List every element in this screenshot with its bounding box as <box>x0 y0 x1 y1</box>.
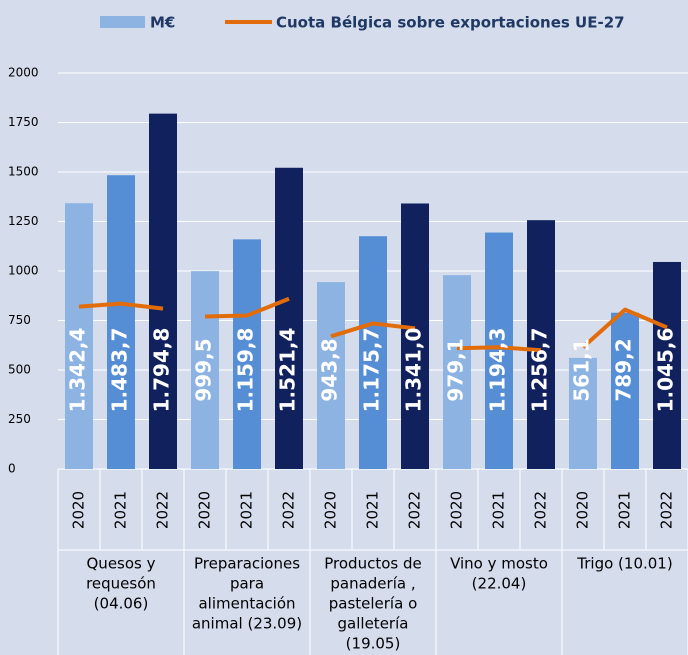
bar <box>191 271 219 469</box>
bar <box>107 175 135 469</box>
data-label: 1.256,7 <box>528 328 552 413</box>
data-label: 1.045,6 <box>654 328 678 413</box>
bar <box>275 167 303 469</box>
bar <box>317 282 345 469</box>
bar <box>527 220 555 469</box>
line <box>581 307 668 349</box>
line <box>78 301 164 311</box>
bar <box>653 261 681 469</box>
data-label: 1.342,4 <box>66 328 90 413</box>
x-tick-label: 2020 <box>448 491 466 529</box>
bar <box>569 357 597 469</box>
y-tick-label: 0 <box>8 462 16 476</box>
data-label: 789,2 <box>612 338 636 401</box>
x-tick-label: 2020 <box>322 491 340 529</box>
group-label: animal (23.09) <box>192 615 302 633</box>
data-label: 561,1 <box>570 338 594 401</box>
data-label: 999,5 <box>192 338 216 401</box>
y-tick-label: 250 <box>8 412 31 426</box>
y-tick-label: 1500 <box>8 165 39 179</box>
data-label: 943,8 <box>318 338 342 401</box>
data-label: 979,1 <box>444 338 468 401</box>
data-label: 1.794,8 <box>150 328 174 413</box>
y-tick-label: 750 <box>8 313 31 327</box>
data-label: 1.159,8 <box>234 328 258 413</box>
group-label: Preparaciones <box>194 555 300 573</box>
group-label: Trigo (10.01) <box>576 555 672 573</box>
x-tick-label: 2022 <box>658 491 676 529</box>
group-label: para <box>230 575 264 593</box>
group-label: (22.04) <box>472 575 527 593</box>
x-tick-label: 2021 <box>490 491 508 529</box>
y-tick-label: 1250 <box>8 214 39 228</box>
y-tick-label: 1000 <box>8 264 39 278</box>
bar <box>359 236 387 469</box>
group-label: galletería <box>338 615 409 633</box>
data-label: 1.175,7 <box>360 328 384 413</box>
bar <box>401 203 429 469</box>
x-tick-label: 2022 <box>280 491 298 529</box>
legend-label: M€ <box>150 14 175 32</box>
x-tick-label: 2020 <box>574 491 592 529</box>
x-tick-label: 2021 <box>112 491 130 529</box>
x-tick-label: 2020 <box>196 491 214 529</box>
line <box>204 296 290 319</box>
bar <box>611 312 639 469</box>
group-label: (19.05) <box>346 635 401 653</box>
x-tick-label: 2022 <box>532 491 550 529</box>
data-label: 1.483,7 <box>108 328 132 413</box>
x-tick-label: 2021 <box>616 491 634 529</box>
group-label: requesón <box>86 575 156 593</box>
group-label: Quesos y <box>87 555 156 573</box>
group-label: alimentación <box>198 595 295 613</box>
legend-swatch <box>100 16 145 28</box>
line <box>456 345 542 353</box>
group-label: Vino y mosto <box>450 555 548 573</box>
data-label: 1.341,0 <box>402 328 426 413</box>
y-tick-label: 500 <box>8 363 31 377</box>
group-label: panadería , <box>330 575 415 593</box>
bar <box>233 239 261 469</box>
x-tick-label: 2022 <box>154 491 172 529</box>
y-tick-label: 2000 <box>8 66 39 80</box>
x-tick-label: 2021 <box>364 491 382 529</box>
bar <box>485 232 513 469</box>
legend-label: Cuota Bélgica sobre exportaciones UE-27 <box>276 14 625 32</box>
x-tick-label: 2022 <box>406 491 424 529</box>
y-tick-label: 1750 <box>8 115 39 129</box>
x-tick-label: 2020 <box>70 491 88 529</box>
data-label: 1.521,4 <box>276 328 300 413</box>
x-tick-label: 2021 <box>238 491 256 529</box>
bar <box>65 203 93 469</box>
line <box>330 321 416 339</box>
data-label: 1.194,3 <box>486 328 510 413</box>
group-label: (04.06) <box>94 595 149 613</box>
group-label: pastelería o <box>329 595 418 613</box>
bar <box>149 113 177 469</box>
group-label: Productos de <box>324 555 421 573</box>
bar <box>443 275 471 469</box>
